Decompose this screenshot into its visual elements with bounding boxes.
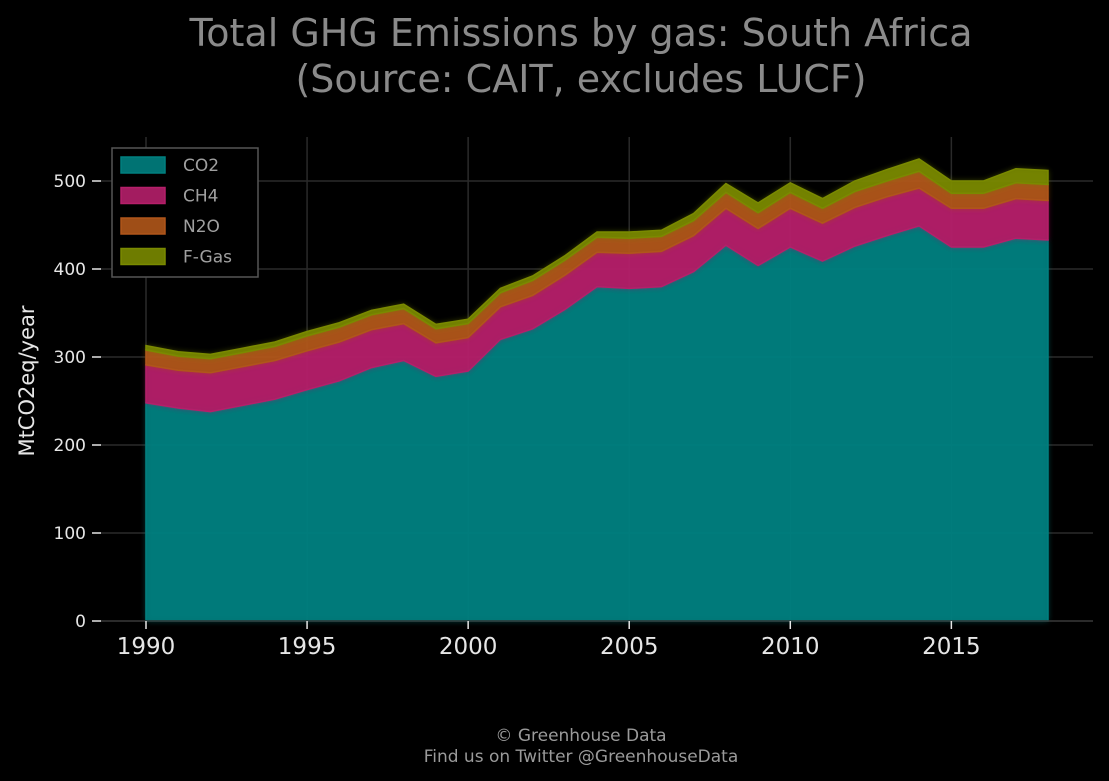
legend-label-co2: CO2 — [183, 156, 219, 176]
x-tick-label: 2005 — [600, 634, 659, 660]
footer-copyright: © Greenhouse Data — [495, 726, 666, 746]
y-tick-label: 500 — [54, 172, 86, 192]
legend-swatch-ch4 — [120, 186, 166, 205]
legend-swatch-n2o — [120, 217, 166, 235]
x-tick-label: 2000 — [439, 634, 498, 660]
x-tick-label: 1995 — [278, 634, 337, 660]
y-axis-label: MtCO2eq/year — [15, 305, 39, 456]
y-tick-label: 0 — [75, 612, 86, 632]
x-tick-label: 2010 — [761, 634, 820, 660]
legend-label-f-gas: F-Gas — [183, 248, 232, 268]
legend-swatch-f-gas — [120, 247, 166, 266]
y-tick-label: 400 — [54, 260, 86, 280]
area-f-gas — [145, 158, 1049, 360]
footer-twitter: Find us on Twitter @GreenhouseData — [424, 747, 739, 767]
y-tick-label: 300 — [54, 348, 86, 368]
x-tick-label: 1990 — [117, 634, 176, 660]
legend-label-ch4: CH4 — [183, 187, 218, 207]
chart-title: Total GHG Emissions by gas: South Africa — [189, 11, 973, 55]
chart-subtitle: (Source: CAIT, excludes LUCF) — [295, 57, 866, 101]
legend: CO2 CH4 N2O F-Gas — [111, 147, 259, 278]
x-tick-label: 2015 — [922, 634, 981, 660]
y-tick-label: 100 — [54, 524, 86, 544]
legend-swatch-co2 — [120, 156, 166, 174]
legend-label-n2o: N2O — [183, 217, 220, 237]
axes: 0 100 200 300 400 500 1990 1995 2000 2005 2010 2015 — [54, 172, 1093, 660]
y-tick-label: 200 — [54, 436, 86, 456]
plot-area — [145, 158, 1049, 622]
